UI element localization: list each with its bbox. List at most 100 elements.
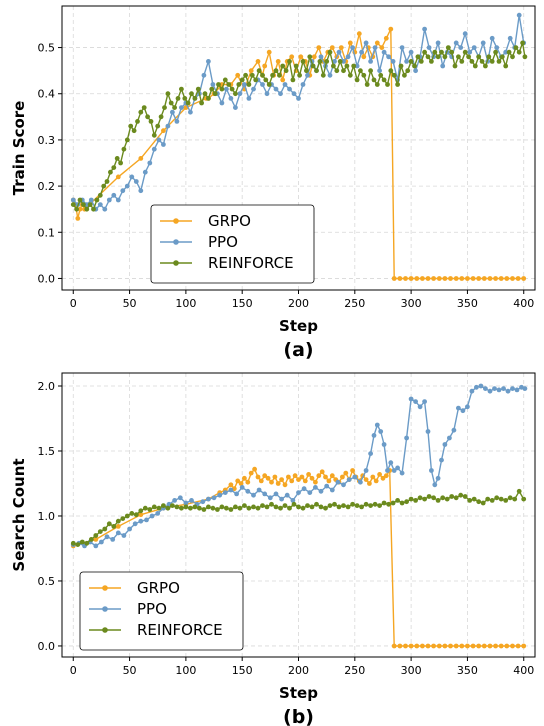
data-point-reinforce	[124, 513, 130, 519]
data-point-reinforce	[201, 507, 207, 512]
data-point-reinforce	[341, 68, 346, 74]
data-point-reinforce	[266, 82, 272, 87]
data-point-grpo	[515, 643, 521, 649]
data-point-reinforce	[466, 54, 471, 60]
data-point-ppo	[386, 54, 391, 60]
data-point-reinforce	[405, 68, 411, 74]
data-point-ppo	[329, 487, 335, 493]
data-point-ppo	[510, 386, 515, 391]
data-point-reinforce	[334, 68, 340, 74]
legend-marker-a-2	[173, 260, 179, 266]
data-point-reinforce	[219, 86, 225, 92]
ytick-label: 0.3	[38, 134, 56, 147]
data-point-reinforce	[300, 505, 306, 511]
data-point-reinforce	[87, 202, 93, 208]
data-point-ppo	[456, 405, 461, 411]
data-point-reinforce	[172, 105, 178, 110]
series-ppo	[70, 383, 528, 549]
data-point-ppo	[217, 492, 223, 498]
data-point-reinforce	[263, 77, 269, 83]
xtick-label: 300	[401, 664, 422, 677]
data-point-reinforce	[210, 505, 216, 511]
data-point-reinforce	[226, 82, 232, 87]
data-point-reinforce	[229, 86, 235, 92]
data-point-reinforce	[404, 499, 409, 505]
data-point-grpo	[370, 474, 376, 480]
data-point-reinforce	[260, 72, 265, 78]
data-point-grpo	[289, 478, 295, 484]
data-point-reinforce	[290, 77, 296, 83]
data-point-ppo	[251, 492, 256, 498]
data-point-ppo	[359, 49, 364, 55]
data-point-grpo	[487, 276, 493, 281]
data-point-grpo	[306, 472, 311, 477]
data-point-grpo	[388, 26, 394, 32]
data-point-grpo	[350, 468, 355, 473]
data-point-ppo	[313, 485, 318, 490]
legend-marker-b-0	[102, 585, 108, 591]
legend-marker-b-1	[102, 606, 108, 612]
data-point-grpo	[269, 479, 274, 485]
data-point-ppo	[246, 96, 252, 101]
data-point-reinforce	[426, 494, 432, 499]
data-point-reinforce	[359, 504, 364, 510]
data-point-reinforce	[449, 494, 455, 499]
data-point-ppo	[174, 119, 180, 124]
data-point-grpo	[383, 473, 389, 479]
data-point-reinforce	[179, 505, 184, 511]
data-point-ppo	[206, 496, 211, 502]
data-point-ppo	[70, 197, 76, 203]
data-point-ppo	[200, 499, 206, 505]
data-point-reinforce	[506, 49, 512, 55]
data-point-ppo	[385, 468, 390, 473]
data-point-ppo	[374, 422, 380, 428]
data-point-ppo	[273, 491, 279, 497]
data-point-reinforce	[391, 72, 397, 78]
data-point-ppo	[413, 399, 418, 404]
data-point-grpo	[235, 478, 241, 484]
data-point-ppo	[358, 479, 363, 485]
data-point-reinforce	[469, 59, 475, 64]
data-point-reinforce	[472, 63, 478, 69]
data-point-grpo	[487, 643, 493, 649]
ytick-label: 0.4	[38, 88, 56, 101]
data-point-reinforce	[388, 68, 394, 74]
data-point-grpo	[258, 478, 264, 484]
data-point-reinforce	[377, 503, 382, 508]
ytick-label: 0.0	[38, 272, 56, 285]
ylabel-b: Search Count	[10, 458, 28, 571]
legend-label-b-0: GRPO	[137, 579, 180, 597]
data-point-reinforce	[503, 63, 509, 69]
data-point-ppo	[206, 59, 211, 64]
data-point-ppo	[211, 495, 217, 501]
data-point-reinforce	[344, 63, 350, 69]
data-point-ppo	[256, 487, 262, 493]
data-point-reinforce	[442, 54, 448, 60]
data-point-reinforce	[486, 54, 492, 60]
xtick-label: 350	[457, 297, 478, 310]
data-point-grpo	[115, 524, 121, 529]
data-point-ppo	[267, 495, 273, 501]
series-ppo	[70, 12, 527, 212]
data-point-reinforce	[242, 503, 247, 508]
data-point-grpo	[323, 474, 328, 480]
data-point-reinforce	[429, 59, 434, 64]
xtick-label: 250	[344, 297, 365, 310]
data-point-reinforce	[222, 77, 228, 83]
data-point-grpo	[448, 643, 453, 649]
data-point-reinforce	[77, 197, 83, 203]
data-point-reinforce	[202, 91, 208, 97]
data-point-grpo	[510, 643, 515, 649]
data-point-reinforce	[479, 59, 485, 64]
data-point-ppo	[115, 530, 121, 536]
data-point-reinforce	[97, 529, 103, 534]
data-point-grpo	[280, 77, 286, 83]
data-point-reinforce	[145, 114, 151, 120]
data-point-grpo	[476, 643, 482, 649]
data-point-reinforce	[327, 49, 333, 55]
data-point-grpo	[442, 276, 448, 281]
data-point-ppo	[465, 404, 470, 410]
grid-a	[62, 6, 535, 290]
data-point-reinforce	[439, 49, 444, 55]
data-point-reinforce	[270, 72, 275, 78]
